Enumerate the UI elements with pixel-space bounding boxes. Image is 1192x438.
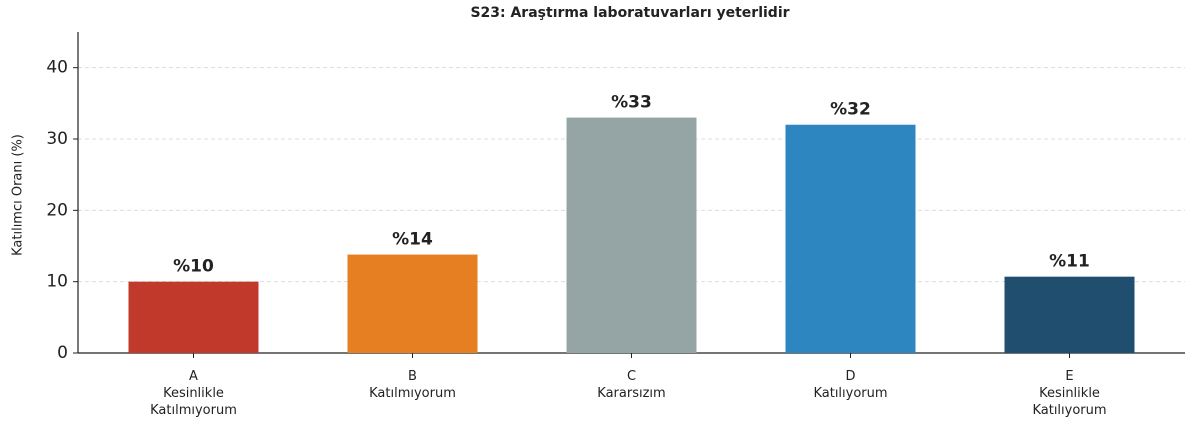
value-label: %11 [1049, 252, 1090, 272]
y-tick-label: 40 [46, 58, 68, 78]
y-tick-label: 0 [57, 343, 68, 363]
chart-title: S23: Araştırma laboratuvarları yeterlidi… [470, 5, 789, 21]
value-label: %14 [392, 230, 433, 250]
bar [128, 281, 259, 353]
bar [347, 254, 478, 353]
x-tick-label: D Katılıyorum [813, 369, 888, 401]
value-label: %33 [611, 93, 652, 113]
x-tick-label: C Kararsızım [597, 369, 666, 401]
bar [785, 124, 916, 353]
y-tick-label: 10 [46, 272, 68, 292]
x-tick-label: B Katılmıyorum [369, 369, 456, 401]
x-tick-label: E Kesinlikle Katılıyorum [1032, 369, 1107, 418]
bar [1004, 276, 1135, 353]
bar [566, 117, 697, 353]
x-tick-label: A Kesinlikle Katılmıyorum [150, 369, 237, 418]
y-axis-label: Katılımcı Oranı (%) [11, 134, 26, 256]
y-tick-label: 30 [46, 129, 68, 149]
y-tick-label: 20 [46, 200, 68, 220]
value-label: %10 [173, 257, 214, 277]
value-label: %32 [830, 100, 871, 120]
